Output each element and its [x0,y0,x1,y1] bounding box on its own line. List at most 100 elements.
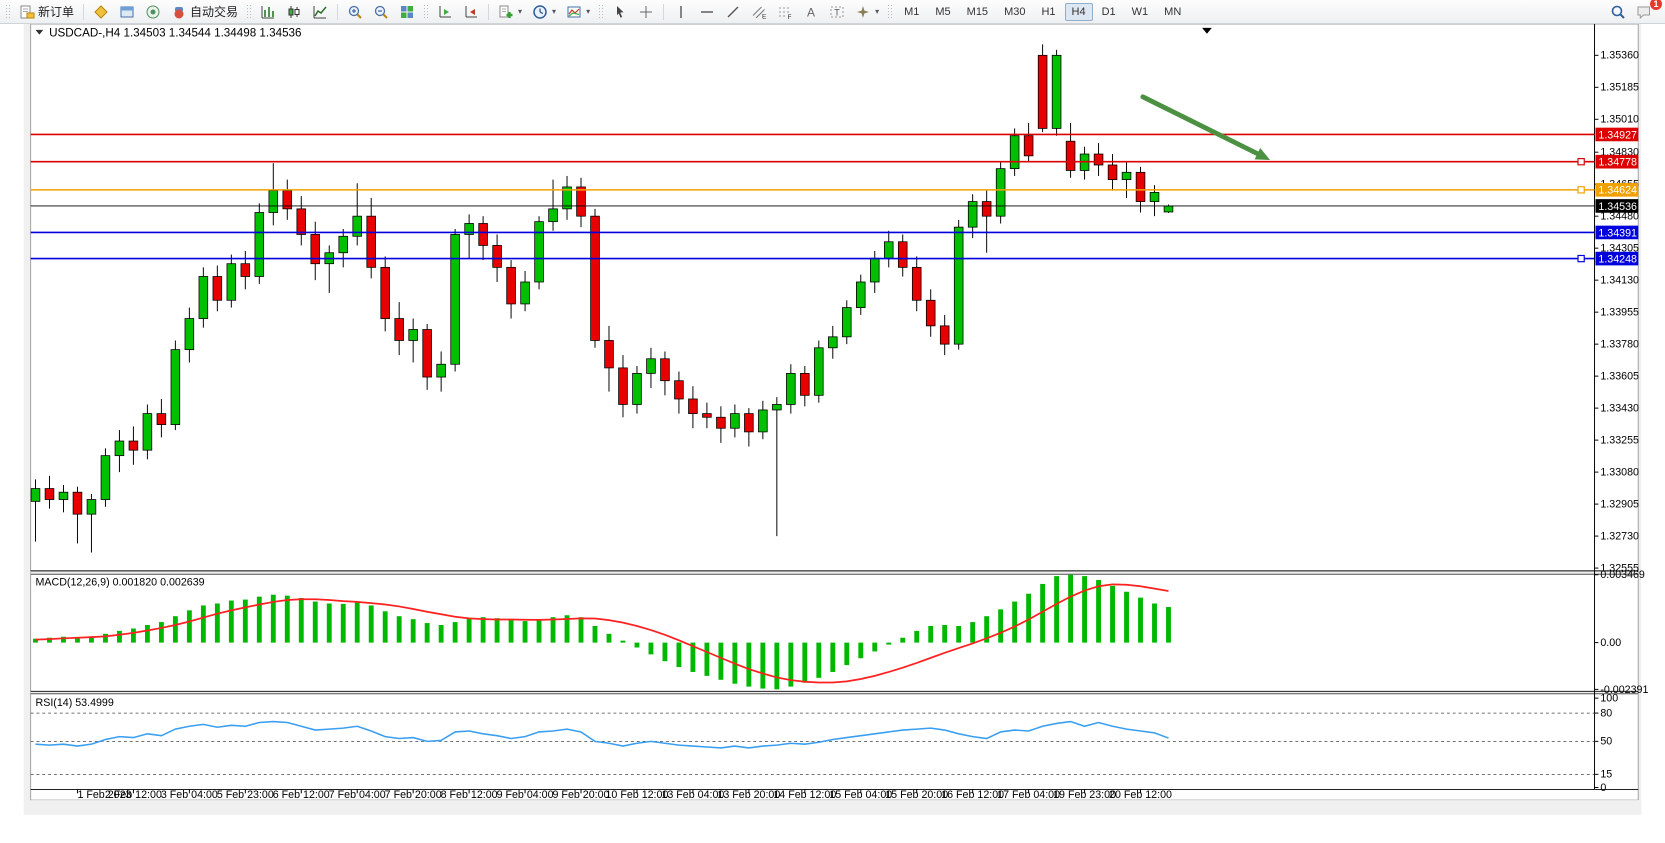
cursor-button[interactable] [607,1,633,23]
tile-windows-icon [401,5,414,18]
market-watch-icon [94,4,108,19]
toolbar-grip[interactable] [5,3,11,20]
vertical-line-icon [680,5,682,18]
auto-scroll-button[interactable] [458,1,484,23]
chevron-down-icon[interactable]: ▾ [586,7,591,16]
svg-text:13 Feb 04:00: 13 Feb 04:00 [661,789,724,801]
new-order-button[interactable]: 新订单 [14,1,79,23]
svg-text:2 Feb 12:00: 2 Feb 12:00 [105,789,162,801]
notifications-button[interactable]: 1 [1631,0,1662,23]
svg-text:1.35360: 1.35360 [1600,50,1639,62]
chart-shift-marker[interactable] [1202,27,1212,34]
svg-text:19 Feb 23:00: 19 Feb 23:00 [1053,789,1116,801]
svg-text:16 Feb 12:00: 16 Feb 12:00 [941,789,1004,801]
toolbar-grip[interactable] [887,3,894,20]
svg-text:1.34391: 1.34391 [1598,227,1637,239]
timeframe-m1-button[interactable]: M1 [904,5,920,18]
bar-chart-icon [261,5,275,18]
line-chart-button[interactable] [307,1,333,23]
timeframe-m15-button[interactable]: M15 [966,5,989,18]
timeframe-h4-button[interactable]: H4 [1064,2,1093,21]
notification-badge: 1 [1650,0,1662,10]
line-chart-icon [313,5,327,18]
text-label-button[interactable]: T [824,1,850,23]
signals-button[interactable] [140,1,166,23]
timeframe-d1-button[interactable]: D1 [1101,5,1116,18]
hline-handle[interactable] [1577,254,1585,263]
symbol-dropdown-icon[interactable] [35,29,44,35]
data-window-button[interactable] [114,1,140,23]
chart-canvas[interactable]: 1.353601.351851.350101.348301.346551.344… [0,23,1665,838]
svg-text:7 Feb 20:00: 7 Feb 20:00 [385,789,442,801]
hline-handle[interactable] [1577,186,1585,194]
algo-trading-icon [174,6,184,18]
timeframe-mn-button[interactable]: MN [1164,5,1182,18]
zoom-out-button[interactable] [368,1,394,23]
market-watch-button[interactable] [88,1,114,23]
fibonacci-icon: F [779,7,792,20]
periods-button[interactable]: ▾ [527,1,561,23]
toolbar-grip[interactable] [423,3,430,20]
timeframe-h1-button[interactable]: H1 [1041,5,1056,18]
candles [30,44,1174,553]
crosshair-button[interactable] [633,1,659,23]
hline-1.34391[interactable]: 1.34391 [30,225,1639,240]
hline-1.34624[interactable]: 1.34624 [30,183,1639,197]
fibonacci-button[interactable]: F [772,1,798,23]
hline-1.34778[interactable]: 1.34778 [30,154,1639,169]
timeframe-m30-button[interactable]: M30 [1004,5,1026,18]
timeframe-w1-button[interactable]: W1 [1131,5,1149,18]
rsi-panel[interactable]: RSI(14) 53.4999 [35,697,1169,749]
search-button[interactable] [1605,1,1631,23]
svg-text:1 Feb 2023: 1 Feb 2023 [77,789,131,801]
candlestick-chart-button[interactable] [281,1,307,23]
svg-text:20 Feb 12:00: 20 Feb 12:00 [1109,789,1172,801]
svg-text:8 Feb 12:00: 8 Feb 12:00 [441,789,498,801]
zoom-in-button[interactable] [342,1,368,23]
svg-text:5 Feb 23:00: 5 Feb 23:00 [217,789,274,801]
svg-text:15 Feb 04:00: 15 Feb 04:00 [829,789,892,801]
macd-label: MACD(12,26,9) 0.001820 0.002639 [35,576,204,588]
svg-text:0.00: 0.00 [1600,637,1621,649]
toolbar-grip[interactable] [246,3,253,20]
zoom-out-icon [374,5,388,19]
svg-text:7 Feb 04:00: 7 Feb 04:00 [329,789,386,801]
hline-handle[interactable] [1577,158,1585,166]
price-axis[interactable]: 1.353601.351851.350101.348301.346551.344… [1594,50,1639,575]
algo-trading-button[interactable]: 自动交易 [166,1,243,23]
algo-trading-button-label: 自动交易 [190,5,239,19]
timeframe-m5-button[interactable]: M5 [935,5,951,18]
hline-1.34927[interactable]: 1.34927 [30,127,1639,142]
trendline-button[interactable] [720,1,746,23]
chevron-down-icon[interactable]: ▾ [518,7,523,16]
text-button[interactable]: A [798,1,824,23]
templates-button[interactable]: ▾ [493,1,527,23]
periods-icon [533,4,547,19]
indicators-button[interactable]: ▾ [561,1,595,23]
svg-text:1.33430: 1.33430 [1600,403,1639,415]
svg-text:E: E [762,13,767,20]
rsi-line [35,720,1169,749]
toolbar-grip[interactable] [598,3,605,20]
horizontal-line-icon [701,10,714,13]
arrows-button[interactable]: ▾ [850,1,884,23]
equidistant-channel-button[interactable]: E [746,1,772,23]
svg-text:1.32905: 1.32905 [1600,498,1639,510]
horizontal-line-button[interactable] [694,1,720,23]
auto-scroll-icon [465,5,478,17]
chevron-down-icon[interactable]: ▾ [552,7,557,16]
tile-windows-button[interactable] [394,1,420,23]
bar-chart-button[interactable] [255,1,281,23]
trend-arrow[interactable] [1140,94,1271,160]
vertical-line-button[interactable] [668,1,694,23]
svg-text:80: 80 [1600,707,1612,719]
chart-shift-button[interactable] [432,1,458,23]
chart-shift-icon [439,5,452,17]
hline-1.34248[interactable]: 1.34248 [30,251,1639,266]
current-price-line: 1.34536 [30,199,1639,213]
macd-panel[interactable]: MACD(12,26,9) 0.001820 0.002639 [33,574,1171,690]
svg-text:1.33955: 1.33955 [1600,307,1639,319]
chevron-down-icon[interactable]: ▾ [875,7,880,16]
chart-window-frame [30,23,1639,801]
